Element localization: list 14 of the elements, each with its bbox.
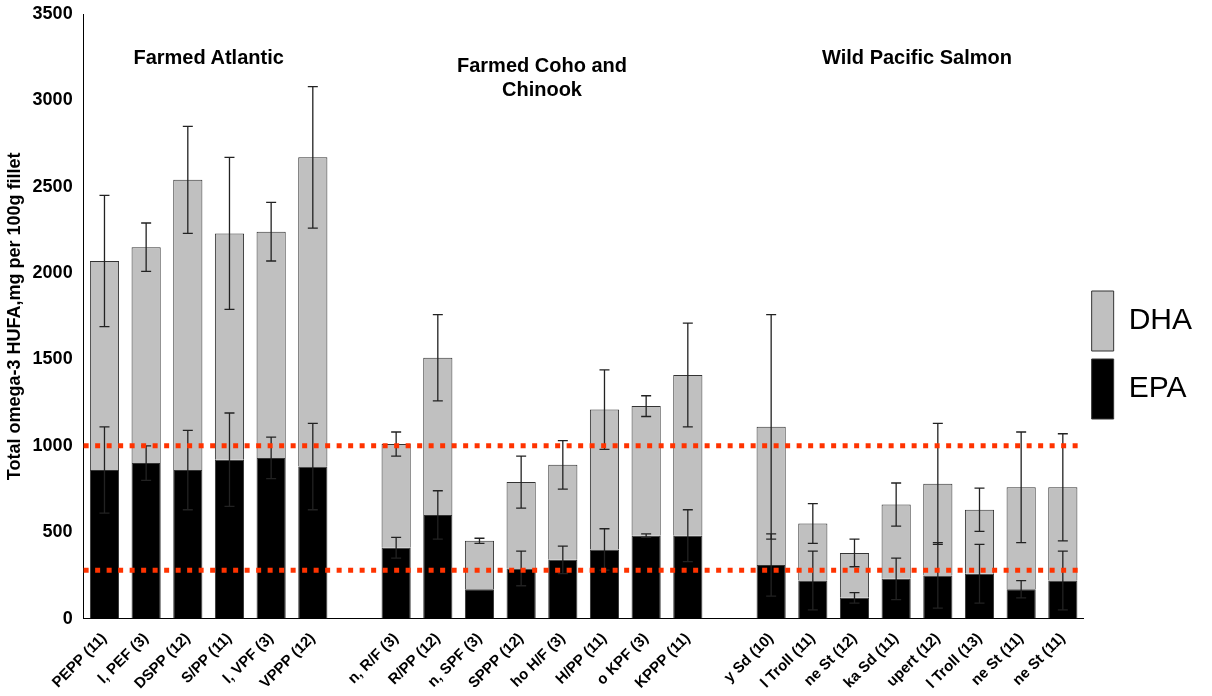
annotation: Farmed Coho and Chinook xyxy=(456,54,627,100)
legend-label: EPA xyxy=(1128,370,1187,404)
y-tick-label: 0 xyxy=(62,607,73,628)
legend-label: DHA xyxy=(1128,302,1192,336)
y-tick-label: 500 xyxy=(42,521,73,542)
y-tick-label: 3500 xyxy=(32,2,73,23)
y-tick-label: 2000 xyxy=(32,262,73,283)
y-tick-label: 3000 xyxy=(32,89,73,110)
annotation: Wild Pacific Salmon xyxy=(822,46,1012,68)
y-tick-label: 1500 xyxy=(32,348,73,369)
y-tick-label: 2500 xyxy=(32,175,73,196)
annotation: Farmed Atlantic xyxy=(133,46,284,68)
y-tick-label: 1000 xyxy=(32,434,73,455)
y-axis-title: Total omega-3 HUFA,mg per 100g fillet xyxy=(3,152,24,481)
